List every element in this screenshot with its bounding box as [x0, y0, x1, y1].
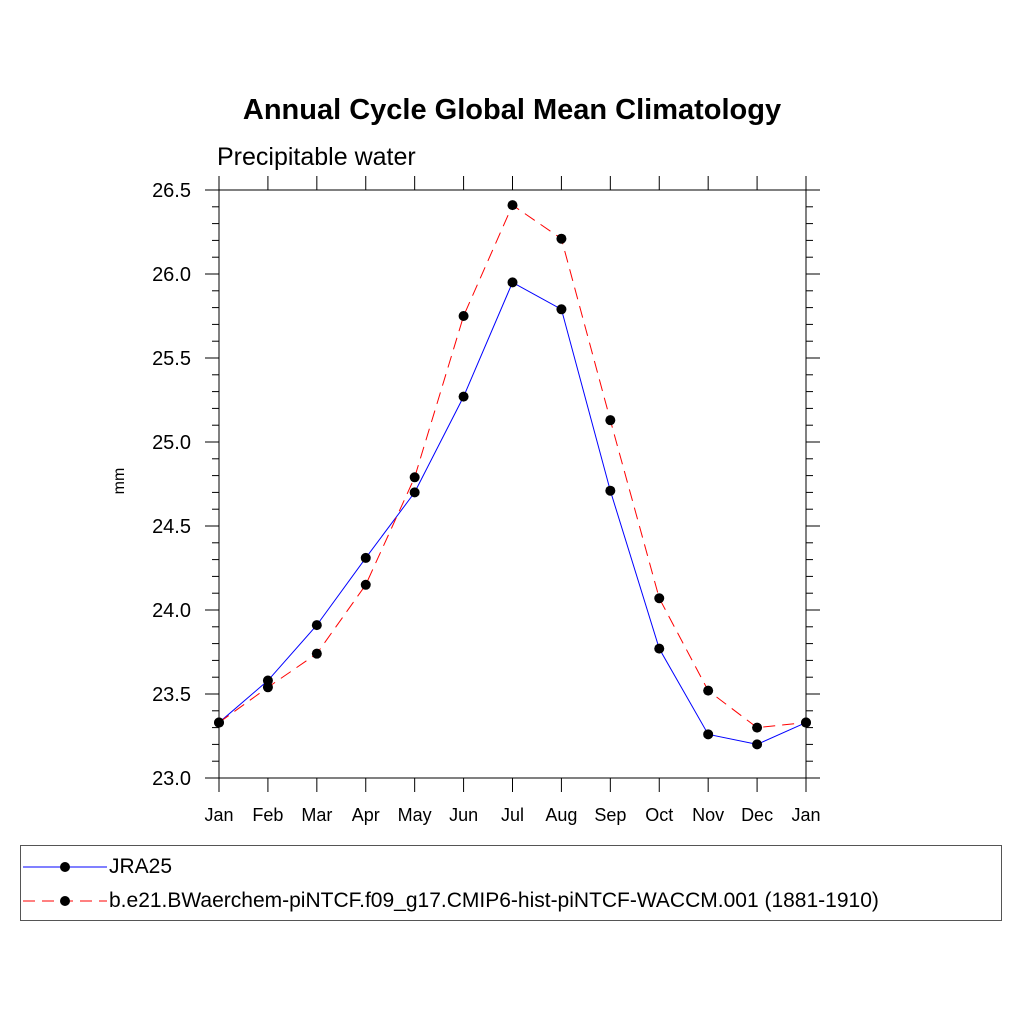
- data-point-series-0: [752, 739, 763, 750]
- y-tick-label: 26.0: [152, 264, 191, 286]
- y-tick-label: 25.5: [152, 348, 191, 370]
- x-tick-label: Sep: [594, 805, 626, 825]
- chart-subtitle: Precipitable water: [217, 143, 416, 171]
- data-point-series-1: [801, 717, 811, 728]
- data-point-series-0: [458, 391, 469, 402]
- y-tick-label: 23.0: [152, 768, 191, 790]
- data-point-series-1: [360, 579, 371, 590]
- x-tick-label: Aug: [545, 805, 577, 825]
- data-point-series-1: [507, 200, 518, 211]
- chart-title: Annual Cycle Global Mean Climatology: [242, 94, 782, 126]
- x-tick-label: Oct: [645, 805, 673, 825]
- data-point-series-1: [556, 233, 567, 244]
- data-point-series-1: [214, 717, 224, 728]
- data-point-series-1: [458, 311, 469, 321]
- data-point-series-0: [409, 487, 420, 498]
- data-point-series-1: [311, 648, 322, 659]
- data-point-series-1: [752, 722, 763, 733]
- data-point-series-1: [409, 472, 420, 483]
- data-point-series-0: [360, 552, 371, 563]
- x-tick-label: Jan: [791, 805, 820, 825]
- data-point-series-0: [507, 277, 518, 288]
- y-tick-label: 25.0: [152, 432, 191, 454]
- data-point-series-1: [262, 682, 273, 693]
- y-tick-label: 23.5: [152, 684, 191, 706]
- x-tick-label: Jun: [449, 805, 478, 825]
- legend-label-model: b.e21.BWaerchem-piNTCF.f09_g17.CMIP6-his…: [109, 889, 879, 912]
- series-line-0: [218, 281, 807, 745]
- data-point-series-0: [703, 729, 714, 740]
- x-tick-label: Mar: [301, 805, 332, 825]
- legend-swatch-model: [23, 896, 107, 906]
- data-point-series-1: [654, 593, 665, 604]
- x-tick-label: May: [398, 805, 432, 825]
- data-point-series-0: [605, 485, 616, 496]
- x-tick-label: Jan: [204, 805, 233, 825]
- data-point-series-1: [703, 685, 714, 696]
- legend: JRA25 b.e21.BWaerchem-piNTCF.f09_g17.CMI…: [20, 845, 1002, 921]
- data-point-series-1: [605, 415, 616, 426]
- data-point-series-0: [556, 304, 567, 315]
- x-tick-label: Apr: [352, 805, 380, 825]
- legend-label-jra25: JRA25: [109, 855, 173, 878]
- x-tick-label: Dec: [741, 805, 773, 825]
- legend-swatch-jra25: [23, 862, 107, 872]
- x-tick-label: Jul: [501, 805, 524, 825]
- y-tick-label: 24.0: [152, 600, 191, 622]
- y-tick-label: 26.5: [152, 180, 191, 202]
- y-tick-label: 24.5: [152, 516, 191, 538]
- x-tick-label: Feb: [252, 805, 283, 825]
- data-point-series-0: [654, 643, 665, 654]
- x-tick-label: Nov: [692, 805, 724, 825]
- data-point-series-0: [311, 620, 322, 631]
